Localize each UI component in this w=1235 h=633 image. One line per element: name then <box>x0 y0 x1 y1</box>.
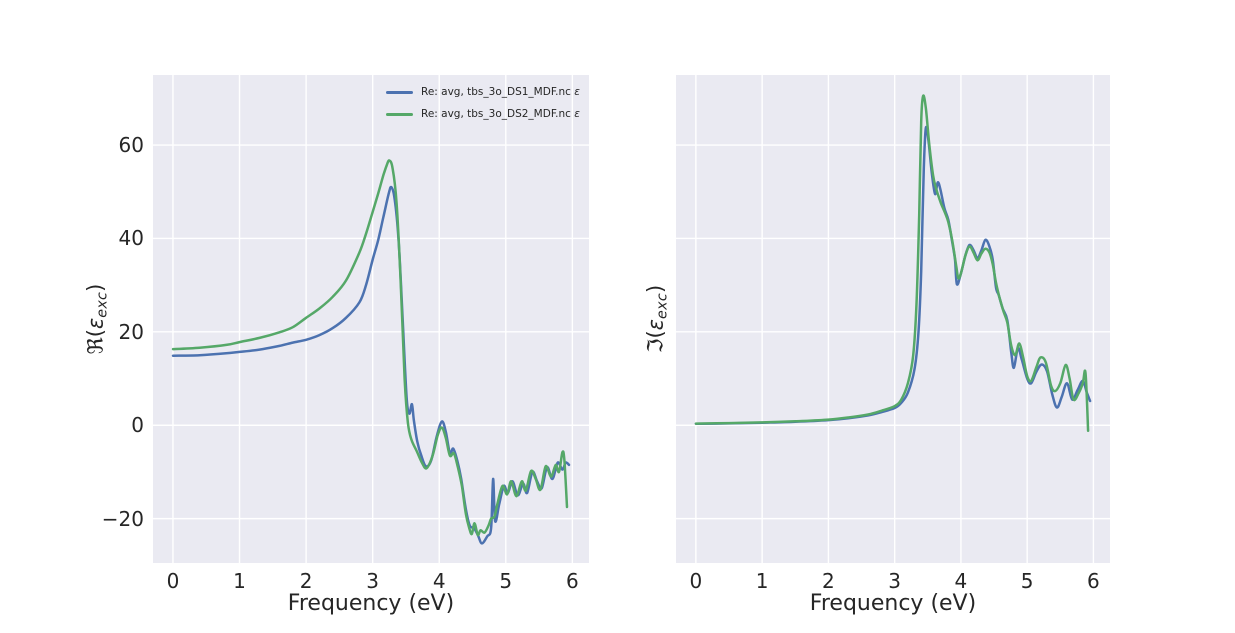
x-tick-label: 6 <box>1087 569 1100 593</box>
x-tick-label: 3 <box>366 569 380 593</box>
ylabel-prefix: ℜ( <box>83 329 108 355</box>
right-y-axis-label: ℑ(εexc) <box>644 285 671 353</box>
x-tick-label: 1 <box>755 569 769 593</box>
y-tick-label: 60 <box>118 133 144 158</box>
curve-ds2 <box>694 94 1090 433</box>
x-tick-label: 4 <box>954 569 968 593</box>
x-tick-label: 1 <box>233 569 246 593</box>
x-tick-label: 2 <box>822 569 835 593</box>
left-plot-area: 0 1 2 3 4 5 6 −20 0 20 40 60 <box>102 75 589 592</box>
ylabel-subscript: exc <box>654 293 671 319</box>
y-tick-label: 20 <box>118 319 144 344</box>
ds1-line-swatch <box>386 90 413 94</box>
x-tick-label: 4 <box>432 569 446 593</box>
epsilon-symbol: ε <box>643 318 668 331</box>
x-tick-label: 0 <box>166 569 180 593</box>
ylabel-subscript: exc <box>94 291 111 318</box>
right-plot-area: 0 1 2 3 4 5 6 <box>676 75 1110 592</box>
legend: Re: avg, tbs_3o_DS1_MDF.nc ε Re: avg, tb… <box>386 81 580 125</box>
legend-item-ds2: Re: avg, tbs_3o_DS2_MDF.nc ε <box>386 103 580 125</box>
curve-ds2 <box>171 159 569 537</box>
legend-label-ds1: Re: avg, tbs_3o_DS1_MDF.nc <box>421 86 571 98</box>
legend-item-ds1: Re: avg, tbs_3o_DS1_MDF.nc ε <box>386 81 580 103</box>
y-tick-label: 40 <box>118 226 144 251</box>
ylabel-suffix: ) <box>643 284 668 294</box>
ylabel-suffix: ) <box>83 283 108 292</box>
x-tick-label: 2 <box>299 569 313 593</box>
left-y-axis-label: ℜ(εexc) <box>84 284 111 355</box>
x-tick-label: 6 <box>565 569 579 593</box>
x-tick-label: 0 <box>689 569 703 593</box>
left-x-axis-label: Frequency (eV) <box>287 591 455 616</box>
legend-label-ds2: Re: avg, tbs_3o_DS2_MDF.nc <box>421 108 571 120</box>
ds2-line-swatch <box>386 112 413 116</box>
y-tick-label: −20 <box>101 506 144 531</box>
right-x-axis-label: Frequency (eV) <box>809 591 977 616</box>
epsilon-symbol: ε <box>83 317 108 330</box>
x-tick-label: 3 <box>888 569 902 593</box>
legend-epsilon: ε <box>574 86 580 98</box>
x-tick-label: 5 <box>499 569 513 593</box>
legend-epsilon: ε <box>574 108 580 120</box>
y-tick-label: 0 <box>131 413 144 438</box>
left-chart-svg <box>153 75 589 563</box>
x-tick-label: 5 <box>1020 569 1034 593</box>
ylabel-prefix: ℑ( <box>643 330 668 354</box>
right-chart-svg <box>676 75 1110 563</box>
